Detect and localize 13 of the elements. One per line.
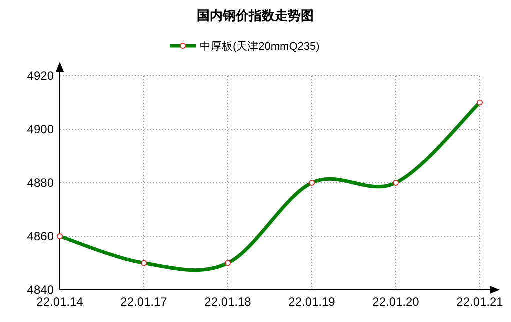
x-tick-label: 22.01.21	[456, 295, 504, 309]
x-tick-label: 22.01.14	[36, 295, 84, 309]
x-tick-label: 22.01.19	[288, 295, 336, 309]
y-tick-label: 4840	[27, 283, 54, 297]
y-tick-label: 4860	[27, 230, 54, 244]
x-tick-label: 22.01.18	[204, 295, 252, 309]
x-tick-label: 22.01.17	[120, 295, 168, 309]
legend-label: 中厚板(天津20mmQ235)	[200, 40, 320, 53]
y-tick-label: 4880	[27, 176, 54, 190]
chart-title: 国内钢价指数走势图	[197, 8, 314, 23]
y-tick-label: 4900	[27, 122, 54, 136]
y-tick-label: 4920	[27, 69, 54, 83]
x-tick-label: 22.01.20	[372, 295, 420, 309]
